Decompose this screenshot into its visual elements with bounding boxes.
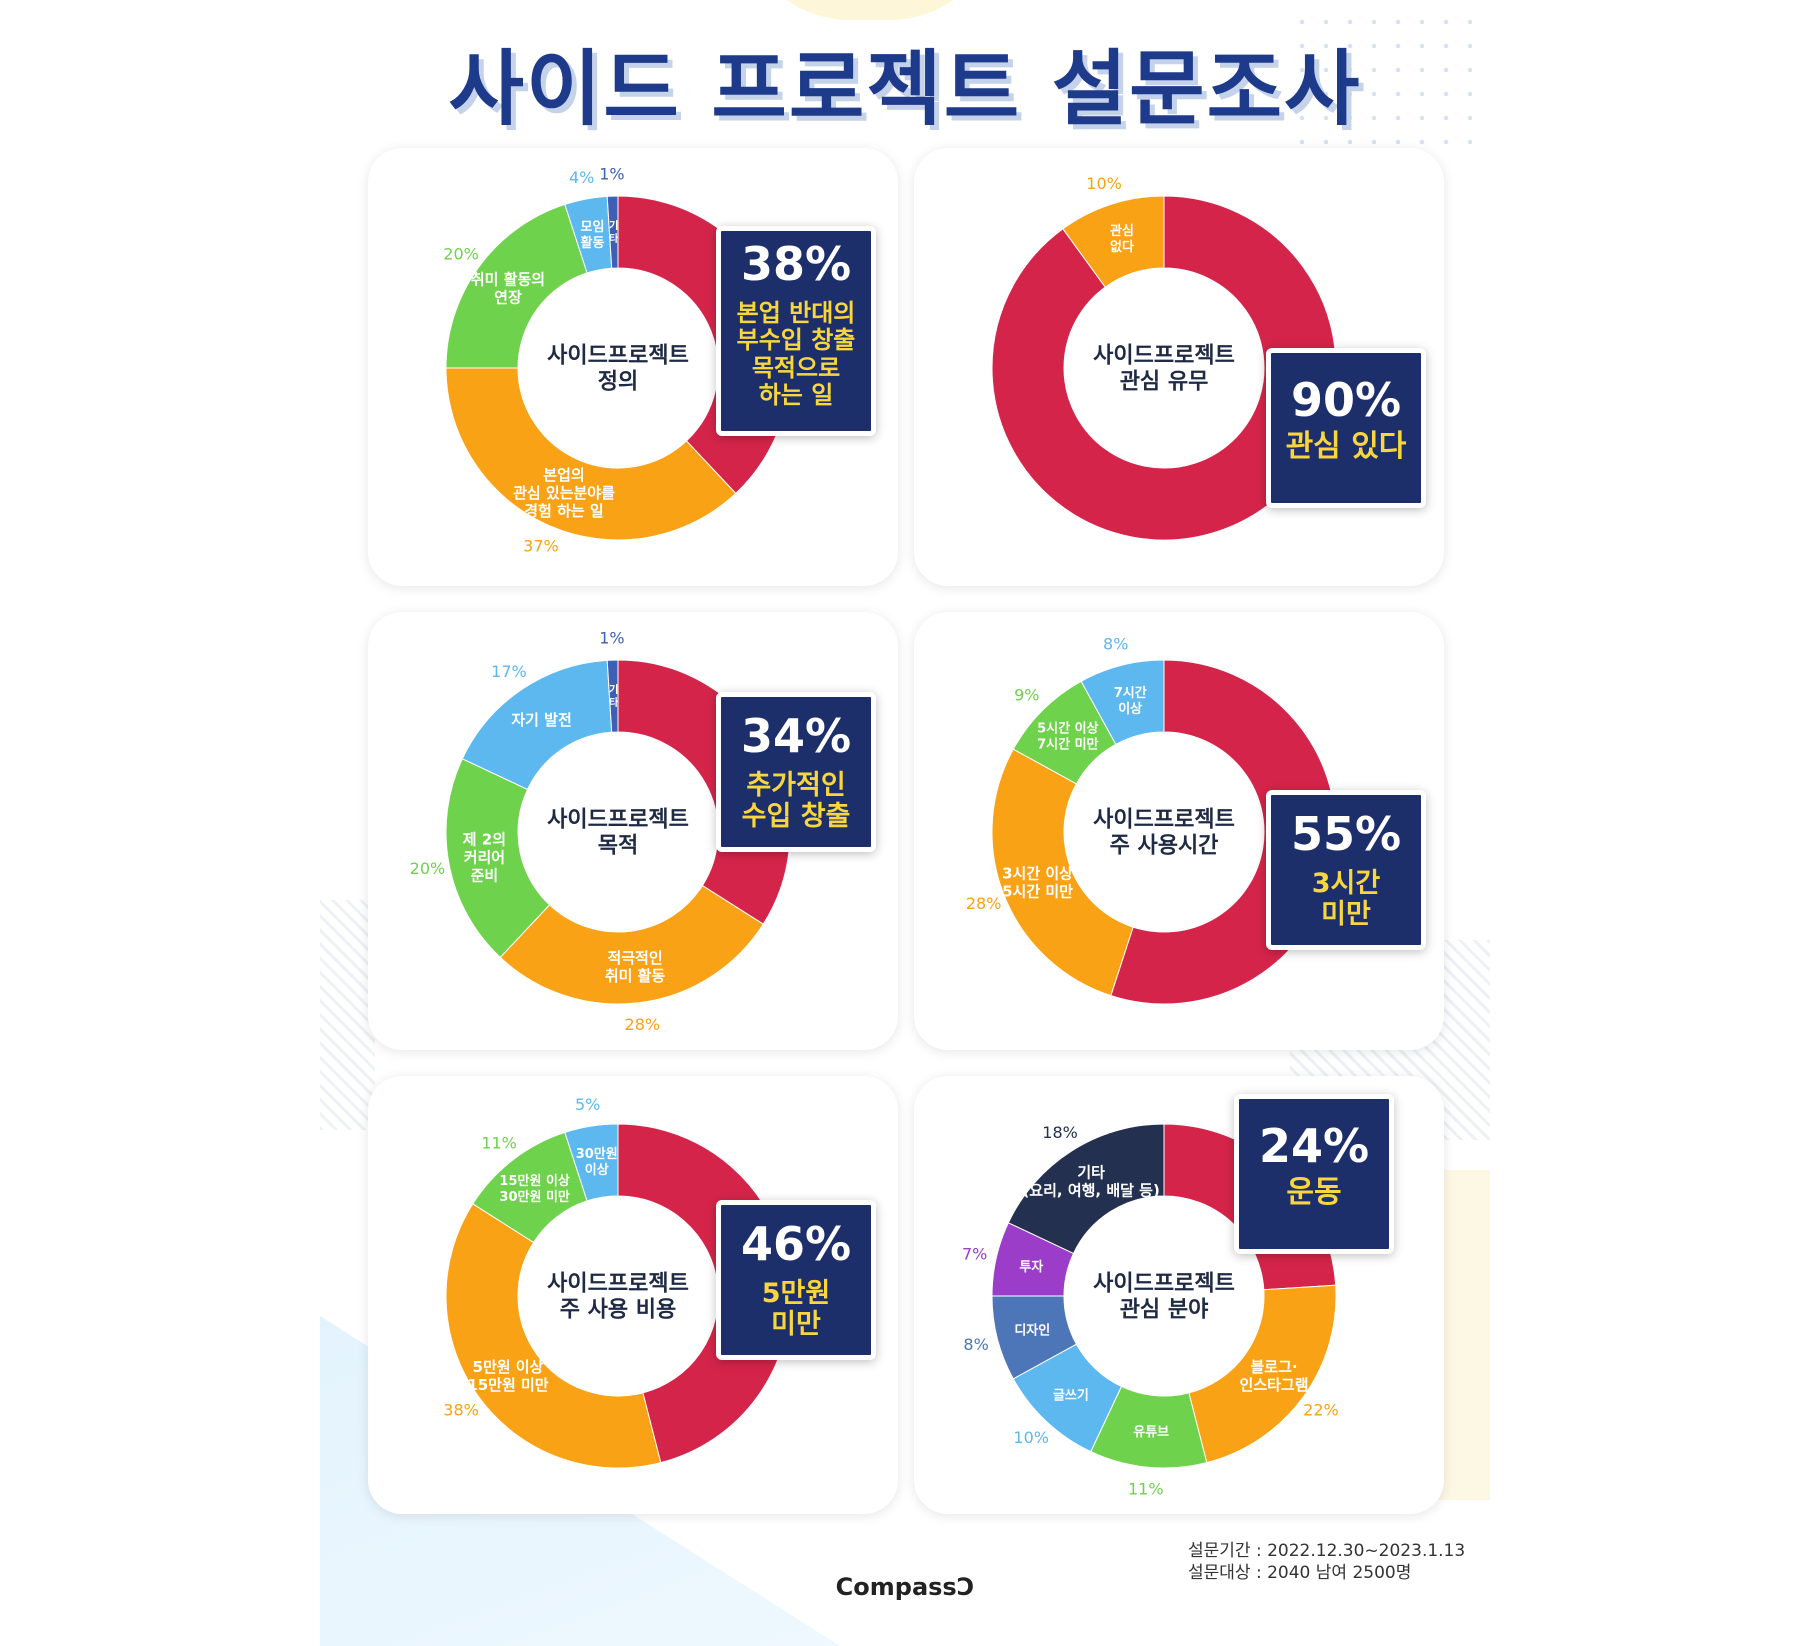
poster: 사이드 프로젝트 설문조사 37% 본업의 관심 있는분야를 경험 하는 일 20% 취미…	[320, 0, 1490, 1646]
survey-period: 설문기간 : 2022.12.30~2023.1.13	[1188, 1541, 1466, 1561]
callout-pct: 90%	[1290, 373, 1402, 427]
slice-pct-label: 37%	[523, 537, 559, 556]
slice-label: 모임 활동	[581, 220, 605, 251]
callout-box: 90% 관심 있다	[1266, 348, 1426, 508]
pie-slice	[991, 748, 1134, 997]
pie-slice	[445, 367, 737, 541]
callout-box: 38% 본업 반대의 부수입 창출 목적으로 하는 일	[716, 226, 876, 436]
slice-label: 15만원 이상 30만원 미만	[499, 1173, 569, 1205]
slice-label: 블로그· 인스타그램	[1240, 1358, 1309, 1394]
center-label: 사이드프로젝트 관심 유무	[1093, 344, 1235, 395]
callout-pct: 38%	[740, 237, 852, 291]
survey-info: 설문기간 : 2022.12.30~2023.1.13 설문대상 : 2040 …	[1188, 1540, 1465, 1584]
callout-box: 24% 운동	[1234, 1094, 1394, 1254]
pie-slice	[1062, 195, 1165, 288]
callout-desc: 운동	[1286, 1174, 1342, 1210]
callout-desc: 본업 반대의 부수입 창출 목적으로 하는 일	[736, 298, 856, 410]
slice-pct-label: 10%	[1013, 1428, 1049, 1447]
slice-pct-label: 38%	[443, 1401, 479, 1420]
slice-pct-label: 10%	[1086, 174, 1122, 193]
slice-pct-label: 5%	[575, 1095, 600, 1114]
pie-slice	[564, 1123, 619, 1202]
slice-label: 유튜브	[1133, 1425, 1169, 1440]
compass-logo: CompassƆ	[835, 1573, 975, 1601]
callout-desc: 관심 있다	[1285, 428, 1407, 464]
slice-label: 글쓰기	[1053, 1389, 1089, 1404]
slice-label: 30만원 이상	[576, 1146, 618, 1178]
callout-pct: 24%	[1258, 1119, 1370, 1173]
slice-label: 기타 (요리, 여행, 배달 등)	[1022, 1163, 1159, 1199]
slice-label: 자기 발전	[511, 711, 571, 729]
bg-decoration	[740, 0, 1000, 20]
slice-label: 투자	[1019, 1260, 1043, 1275]
page-title: 사이드 프로젝트 설문조사	[448, 42, 1362, 137]
center-label: 사이드프로젝트 주 사용시간	[1093, 808, 1235, 859]
slice-pct-label: 18%	[1042, 1123, 1078, 1142]
pie-slice	[606, 195, 619, 269]
pie-slice	[445, 1203, 662, 1469]
callout-desc: 추가적인 수입 창출	[741, 769, 851, 832]
slice-pct-label: 4%	[569, 168, 594, 187]
slice-label: 적극적인 취미 활동	[605, 949, 666, 985]
slice-label: 관심 없다	[1110, 223, 1134, 255]
slice-label: 본업의 관심 있는분야를 경험 하는 일	[513, 466, 615, 520]
slice-label: 취미 활동의 연장	[471, 270, 545, 306]
pie-slice	[606, 659, 619, 733]
slice-pct-label: 9%	[1014, 685, 1039, 704]
bg-dots	[1290, 10, 1490, 160]
callout-pct: 55%	[1290, 807, 1402, 861]
slice-label: 5만원 이상 15만원 미만	[467, 1358, 548, 1394]
slice-pct-label: 11%	[1128, 1480, 1164, 1499]
chart-card-definition: 37% 본업의 관심 있는분야를 경험 하는 일 20% 취미 활동의 연장 4% 모임 활동 1%…	[368, 148, 898, 586]
slice-pct-label: 8%	[963, 1335, 988, 1354]
bg-decoration	[320, 900, 375, 1130]
chart-card-cost: 38% 5만원 이상 15만원 미만 11% 15만원 이상 30만원 미만 5% 30만원 이…	[368, 1076, 898, 1514]
slice-label: 제 2의 커리어 준비	[463, 831, 506, 885]
pie-slice	[1188, 1284, 1337, 1464]
slice-label: 5시간 이상 7시간 미만	[1037, 720, 1098, 752]
pie-slice	[1080, 659, 1165, 746]
center-label: 사이드프로젝트 목적	[547, 808, 689, 859]
slice-pct-label: 20%	[410, 859, 446, 878]
slice-pct-label: 28%	[625, 1015, 661, 1034]
slice-pct-label: 8%	[1103, 635, 1128, 654]
survey-target: 설문대상 : 2040 남여 2500명	[1188, 1563, 1412, 1584]
callout-desc: 5만원 미만	[761, 1277, 831, 1340]
slice-pct-label: 28%	[966, 894, 1002, 913]
callout-box: 46% 5만원 미만	[716, 1200, 876, 1360]
slice-pct-label: 22%	[1303, 1401, 1339, 1420]
chart-card-field: 22% 블로그· 인스타그램 11% 유튜브 10% 글쓰기 8% 디자인 7% 투자 18% 기타 (요…	[914, 1076, 1444, 1514]
center-label: 사이드프로젝트 관심 분야	[1093, 1272, 1235, 1323]
slice-label: 7시간 이상	[1114, 685, 1147, 717]
slice-label: 디자인	[1014, 1322, 1050, 1338]
callout-box: 55% 3시간 미만	[1266, 790, 1426, 950]
slice-pct-label: 17%	[491, 662, 527, 681]
callout-pct: 34%	[740, 709, 852, 763]
slice-pct-label: 7%	[962, 1244, 987, 1263]
slice-pct-label: 1%	[599, 629, 624, 648]
slice-pct-label: 1%	[599, 165, 624, 184]
slice-label: 3시간 이상 5시간 미만	[1002, 864, 1073, 900]
slice-pct-label: 20%	[443, 245, 479, 264]
center-label: 사이드프로젝트 정의	[547, 344, 689, 395]
callout-pct: 46%	[740, 1217, 852, 1271]
pie-slice	[499, 884, 764, 1005]
center-label: 사이드프로젝트 주 사용 비용	[547, 1272, 689, 1323]
callout-desc: 3시간 미만	[1311, 867, 1381, 930]
pie-slice	[1007, 1123, 1165, 1255]
slice-pct-label: 11%	[481, 1133, 517, 1152]
callout-box: 34% 추가적인 수입 창출	[716, 692, 876, 852]
